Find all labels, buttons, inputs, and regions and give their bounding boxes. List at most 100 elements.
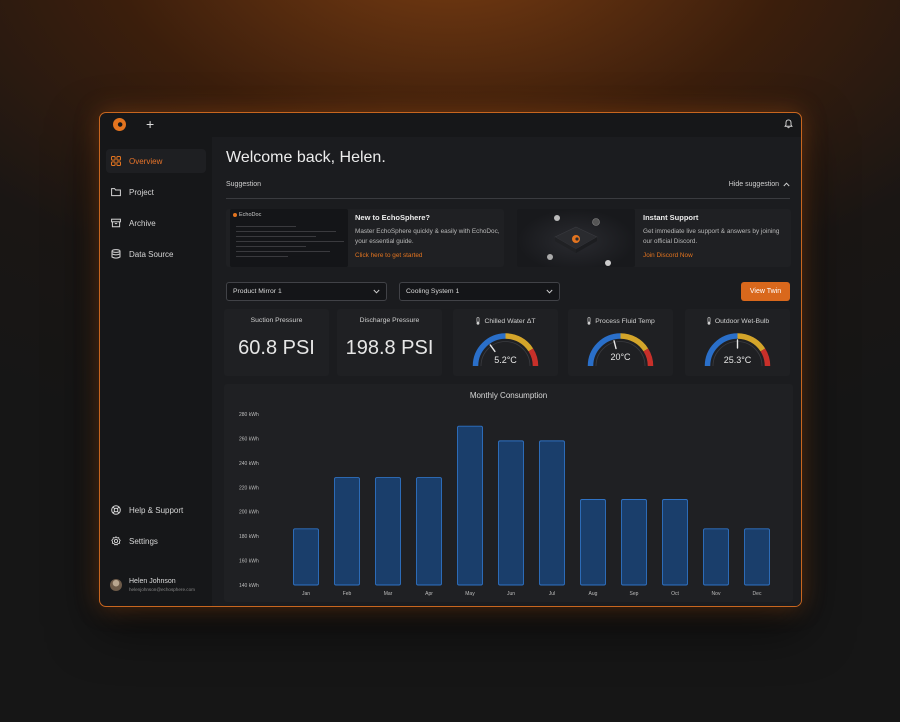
sidebar: Overview Project Archive Data Source (100, 137, 210, 606)
gauge-label: Chilled Water ΔT (484, 317, 536, 325)
y-tick-label: 140 kWh (239, 583, 259, 589)
instant-support-title: Instant Support (643, 213, 699, 222)
instant-support-card[interactable]: Instant Support Get immediate live suppo… (517, 209, 791, 267)
grid-icon (111, 156, 121, 166)
metric-label: Suction Pressure (250, 317, 303, 324)
y-tick-label: 180 kWh (239, 534, 259, 540)
suggestion-label: Suggestion (226, 181, 262, 188)
x-tick-label: Sep (630, 591, 639, 597)
divider (226, 198, 790, 199)
sidebar-item-label: Overview (129, 156, 163, 166)
sidebar-item-help-support[interactable]: Help & Support (106, 498, 206, 522)
sidebar-item-label: Help & Support (129, 505, 184, 515)
gauge-arc-segment (505, 333, 534, 352)
bar-chart-svg: 140 kWh 160 kWh 180 kWh 200 kWh 220 kWh 240 k… (239, 412, 770, 597)
database-icon (111, 249, 121, 259)
y-tick-label: 200 kWh (239, 510, 259, 516)
sidebar-item-label: Settings (129, 536, 158, 546)
lifebuoy-icon (111, 505, 121, 515)
echodoc-preview-image: EchoDoc (230, 209, 348, 267)
bar-apr (416, 477, 442, 586)
echodoc-card-title: New to EchoSphere? (355, 213, 431, 222)
new-tab-button[interactable]: + (146, 116, 155, 132)
metric-label: Discharge Pressure (359, 317, 420, 324)
join-discord-link[interactable]: Join Discord Now (643, 252, 693, 259)
sidebar-item-label: Archive (129, 218, 156, 228)
gauge-label: Process Fluid Temp (595, 317, 655, 325)
bell-icon[interactable] (784, 119, 793, 129)
gauge-needle (613, 340, 617, 350)
sidebar-item-project[interactable]: Project (106, 180, 206, 204)
gauge-inner-ring (480, 341, 531, 367)
monthly-consumption-chart: Monthly Consumption 140 kWh 160 kWh 180 kW… (224, 384, 793, 602)
gauge-dial (472, 333, 539, 367)
chevron-down-icon (373, 289, 380, 294)
archive-icon (111, 218, 121, 228)
sidebar-item-data-source[interactable]: Data Source (106, 242, 206, 266)
sidebar-item-overview[interactable]: Overview (106, 149, 206, 173)
bar-jun (498, 440, 524, 586)
bar-jul (539, 440, 565, 586)
thermometer-icon (477, 317, 480, 325)
sidebar-item-archive[interactable]: Archive (106, 211, 206, 235)
gauge-value: 20°C (610, 352, 631, 362)
gauge-arc-segment (704, 333, 738, 367)
gauge-inner-ring (595, 341, 646, 367)
hide-suggestion-label: Hide suggestion (728, 181, 779, 188)
get-started-link[interactable]: Click here to get started (355, 252, 423, 259)
gauge-arc-segment (472, 333, 506, 367)
user-name: Helen Johnson (129, 578, 176, 585)
instant-support-description: Get immediate live support & answers by … (643, 228, 780, 245)
bar-oct (662, 499, 688, 586)
y-tick-label: 240 kWh (239, 461, 259, 467)
discord-preview-image (517, 209, 635, 267)
x-tick-label: Jan (302, 591, 310, 597)
echodoc-logo-icon (233, 213, 237, 217)
metric-value: 60.8 PSI (238, 337, 315, 359)
bar-feb (334, 477, 360, 586)
product-select-value: Product Mirror 1 (233, 288, 282, 295)
x-tick-label: Oct (671, 591, 679, 597)
x-tick-label: Aug (589, 591, 598, 597)
bar-dec (744, 528, 770, 586)
y-tick-label: 280 kWh (239, 412, 259, 418)
metric-card-suction-pressure: Suction Pressure 60.8 PSI (224, 309, 329, 376)
view-twin-button[interactable]: View Twin (741, 282, 790, 301)
top-bar: + (100, 113, 801, 137)
echosphere-logo-icon[interactable] (113, 118, 126, 131)
chart-title: Monthly Consumption (469, 391, 548, 400)
gauge-card-process-fluid: Process Fluid Temp 20°C (568, 309, 673, 376)
gauge-card-outdoor-wet-bulb: Outdoor Wet-Bulb 25.3°C (685, 309, 790, 376)
product-select[interactable]: Product Mirror 1 (226, 282, 387, 301)
chevron-down-icon (546, 289, 553, 294)
app-window: + Overview Project (99, 112, 802, 607)
bar-sep (621, 499, 647, 586)
main-content: Welcome back, Helen. Suggestion Hide sug… (212, 137, 801, 606)
bar-nov (703, 528, 729, 586)
system-select[interactable]: Cooling System 1 (399, 282, 560, 301)
y-tick-label: 220 kWh (239, 485, 259, 491)
gauge-arc-segment (620, 333, 649, 352)
x-tick-label: Dec (753, 591, 762, 597)
metric-card-discharge-pressure: Discharge Pressure 198.8 PSI (337, 309, 442, 376)
bar-may (457, 425, 483, 586)
sidebar-item-settings[interactable]: Settings (106, 529, 206, 553)
gauge-arc-segment (643, 348, 654, 367)
echodoc-card[interactable]: EchoDoc New to EchoSphere? Master EchoSp… (226, 209, 504, 267)
bar-aug (580, 499, 606, 586)
echodoc-card-description: Master EchoSphere quickly & easily with … (355, 228, 500, 245)
user-profile[interactable]: Helen Johnson helenjohnson@echosphere.co… (110, 578, 195, 592)
gauge-card-chilled-water: Chilled Water ΔT 5.2°C (453, 309, 558, 376)
sidebar-item-label: Project (129, 187, 154, 197)
avatar (110, 579, 122, 591)
bar-jan (293, 528, 319, 586)
x-tick-label: Jul (549, 591, 555, 597)
thermometer-icon (707, 317, 711, 325)
chevron-up-icon (783, 182, 790, 187)
gauge-arc-segment (737, 333, 766, 352)
y-tick-label: 160 kWh (239, 559, 259, 565)
hide-suggestion-button[interactable]: Hide suggestion (729, 181, 790, 188)
x-tick-label: Apr (425, 591, 433, 597)
x-tick-label: Jun (507, 591, 515, 597)
thermometer-icon (587, 317, 591, 325)
